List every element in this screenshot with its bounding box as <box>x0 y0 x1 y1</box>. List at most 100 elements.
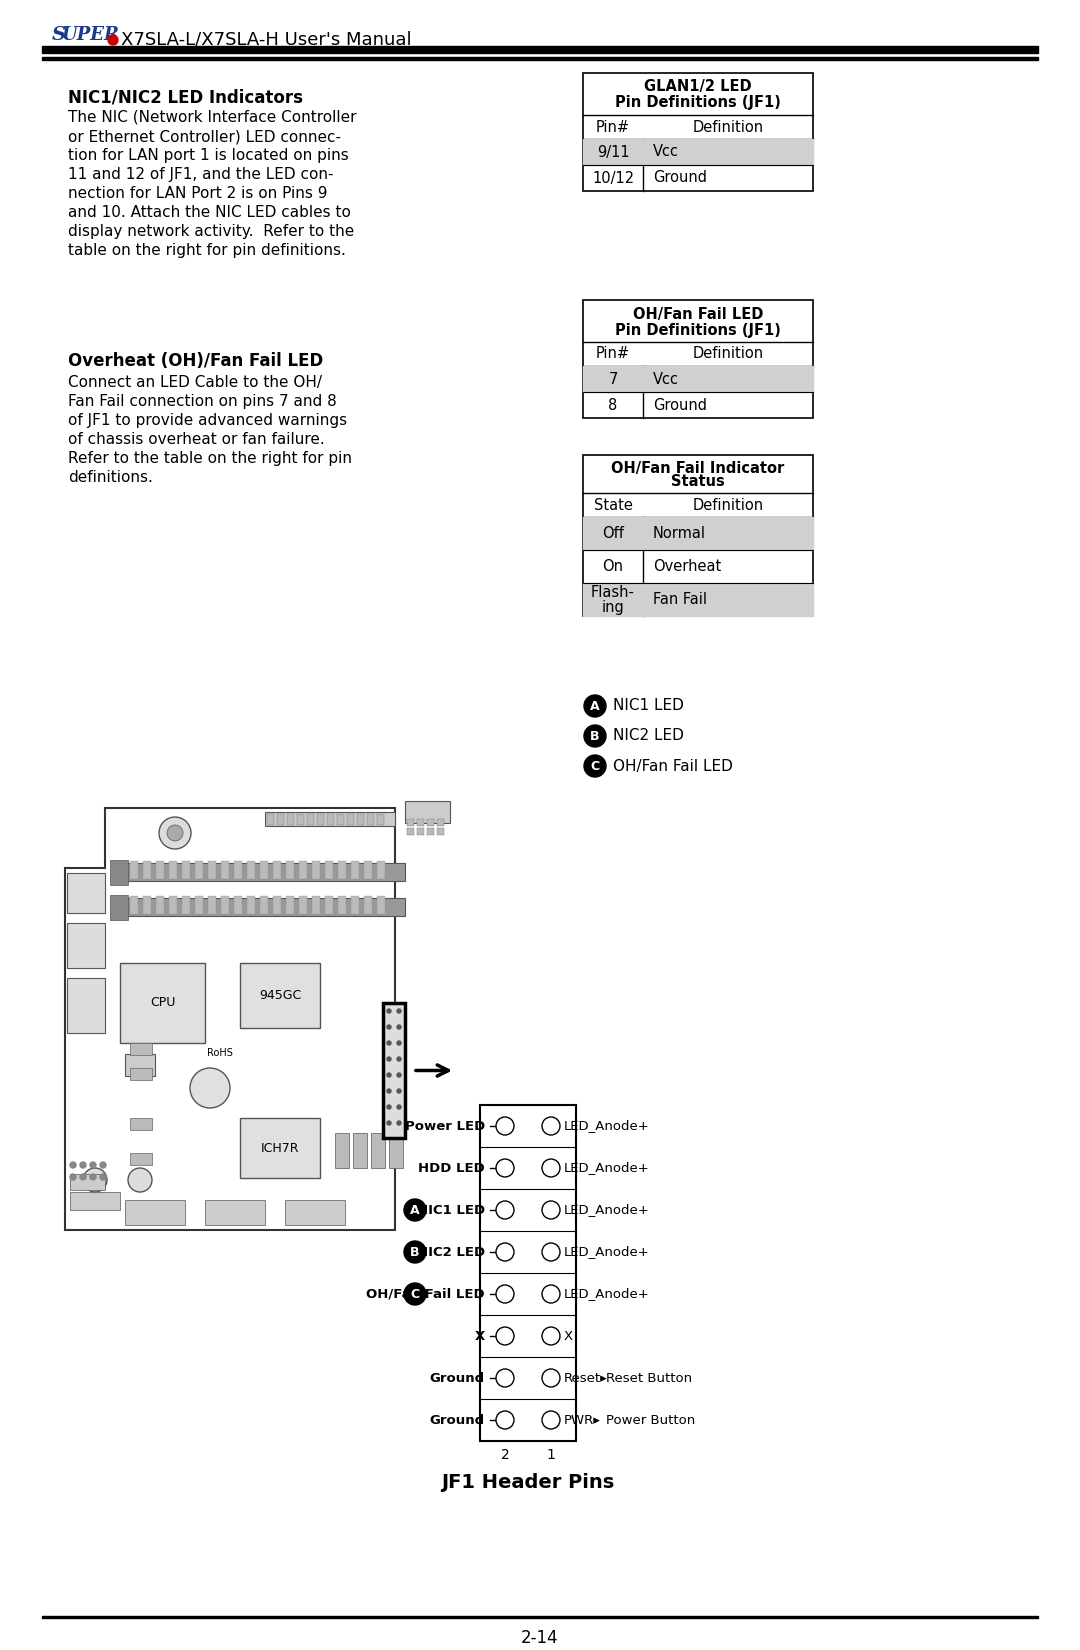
Text: LED_Anode+: LED_Anode+ <box>564 1287 650 1300</box>
Circle shape <box>496 1370 514 1388</box>
Bar <box>312 896 320 914</box>
Text: LED_Anode+: LED_Anode+ <box>564 1119 650 1132</box>
Circle shape <box>496 1242 514 1261</box>
Bar <box>287 813 294 825</box>
Bar <box>286 896 294 914</box>
Bar <box>417 818 424 827</box>
Bar <box>427 828 434 835</box>
Bar <box>125 1200 185 1224</box>
Text: Definition: Definition <box>692 119 764 135</box>
Bar <box>364 861 372 879</box>
Text: Refer to the table on the right for pin: Refer to the table on the right for pin <box>68 450 352 465</box>
Text: X: X <box>475 1330 485 1343</box>
Bar <box>130 1153 152 1165</box>
Bar <box>318 813 324 825</box>
Text: 11 and 12 of JF1, and the LED con-: 11 and 12 of JF1, and the LED con- <box>68 167 334 182</box>
Text: table on the right for pin definitions.: table on the right for pin definitions. <box>68 243 346 257</box>
Text: 1: 1 <box>546 1449 555 1462</box>
Circle shape <box>387 1120 391 1125</box>
Bar <box>364 896 372 914</box>
Text: Ground: Ground <box>653 170 707 185</box>
Bar <box>130 861 138 879</box>
Text: UPER: UPER <box>62 26 120 45</box>
Circle shape <box>542 1285 561 1304</box>
Bar <box>325 861 333 879</box>
Text: definitions.: definitions. <box>68 470 153 485</box>
Text: nection for LAN Port 2 is on Pins 9: nection for LAN Port 2 is on Pins 9 <box>68 186 327 201</box>
Text: Overheat (OH)/Fan Fail LED: Overheat (OH)/Fan Fail LED <box>68 351 323 370</box>
Circle shape <box>496 1201 514 1219</box>
Circle shape <box>83 1168 107 1191</box>
Text: OH/Fan Fail Indicator: OH/Fan Fail Indicator <box>611 460 785 475</box>
Bar <box>208 861 216 879</box>
Circle shape <box>129 1168 152 1191</box>
Circle shape <box>397 1089 401 1092</box>
Circle shape <box>190 1068 230 1109</box>
Text: or Ethernet Controller) LED connec-: or Ethernet Controller) LED connec- <box>68 129 341 144</box>
Circle shape <box>397 1106 401 1109</box>
Circle shape <box>100 1162 106 1168</box>
Text: NIC1 LED: NIC1 LED <box>417 1203 485 1216</box>
Bar <box>70 1175 105 1190</box>
Bar <box>273 896 281 914</box>
Bar <box>427 818 434 827</box>
Circle shape <box>70 1175 76 1180</box>
Circle shape <box>80 1175 86 1180</box>
Bar <box>120 964 205 1043</box>
Circle shape <box>90 1162 96 1168</box>
Circle shape <box>387 1072 391 1077</box>
Circle shape <box>542 1370 561 1388</box>
Circle shape <box>159 817 191 850</box>
Text: State: State <box>594 498 633 513</box>
Bar <box>307 813 314 825</box>
Text: Ground: Ground <box>430 1371 485 1384</box>
Text: On: On <box>603 559 623 574</box>
Bar <box>156 896 164 914</box>
Bar <box>240 964 320 1028</box>
Text: Pin Definitions (JF1): Pin Definitions (JF1) <box>616 96 781 111</box>
Bar <box>247 896 255 914</box>
Text: tion for LAN port 1 is located on pins: tion for LAN port 1 is located on pins <box>68 148 349 163</box>
Circle shape <box>387 1041 391 1044</box>
Bar <box>260 896 268 914</box>
Text: 7: 7 <box>608 371 618 386</box>
Text: Pin Definitions (JF1): Pin Definitions (JF1) <box>616 322 781 338</box>
Text: LED_Anode+: LED_Anode+ <box>564 1246 650 1259</box>
Bar <box>312 861 320 879</box>
Bar <box>267 813 274 825</box>
Circle shape <box>100 1175 106 1180</box>
Bar <box>357 813 364 825</box>
Bar <box>383 1003 405 1138</box>
Text: PWR▸: PWR▸ <box>564 1414 600 1427</box>
Circle shape <box>397 1010 401 1013</box>
Bar <box>273 861 281 879</box>
Circle shape <box>584 756 606 777</box>
Bar <box>372 1134 384 1168</box>
Bar <box>299 896 307 914</box>
Bar <box>265 812 395 827</box>
Circle shape <box>387 1058 391 1061</box>
Bar <box>347 813 354 825</box>
Bar <box>42 58 1038 59</box>
Circle shape <box>167 825 183 842</box>
Bar <box>110 860 129 884</box>
Bar <box>417 828 424 835</box>
Bar <box>583 366 813 393</box>
Text: Pin#: Pin# <box>596 119 630 135</box>
Bar <box>183 861 190 879</box>
Text: Pin#: Pin# <box>596 346 630 361</box>
Bar <box>351 896 359 914</box>
Text: ing: ing <box>602 601 624 615</box>
Bar <box>389 1134 403 1168</box>
Text: Normal: Normal <box>653 526 706 541</box>
Circle shape <box>496 1158 514 1176</box>
Text: ICH7R: ICH7R <box>260 1142 299 1155</box>
Bar <box>297 813 303 825</box>
Text: Power Button: Power Button <box>606 1414 696 1427</box>
Bar <box>405 800 450 823</box>
Text: S: S <box>52 26 66 45</box>
Bar <box>407 828 414 835</box>
Text: 10/12: 10/12 <box>592 170 634 185</box>
Bar <box>325 896 333 914</box>
Circle shape <box>496 1285 514 1304</box>
